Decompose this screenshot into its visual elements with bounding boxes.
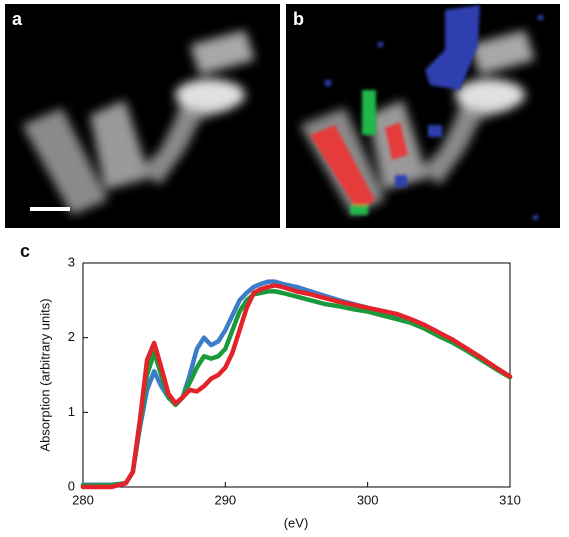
panel-label: c — [20, 241, 30, 261]
image-b — [286, 4, 560, 228]
x-tick-label: 290 — [214, 492, 236, 507]
y-tick-label: 3 — [68, 254, 75, 269]
x-tick-label: 280 — [72, 492, 94, 507]
spectrum-line — [80, 283, 513, 490]
panel-label: a — [12, 9, 23, 29]
panel-label: b — [293, 9, 304, 29]
x-tick-label: 310 — [499, 492, 521, 507]
y-tick-label: 0 — [68, 478, 75, 493]
image-a — [5, 4, 280, 228]
y-tick-label: 1 — [68, 404, 75, 419]
y-tick-label: 2 — [68, 329, 75, 344]
y-axis-label: Absorption (arbitrary units) — [37, 298, 52, 451]
x-tick-label: 300 — [357, 492, 379, 507]
spectrum-line — [80, 289, 513, 488]
x-axis-label: (eV) — [284, 515, 309, 530]
